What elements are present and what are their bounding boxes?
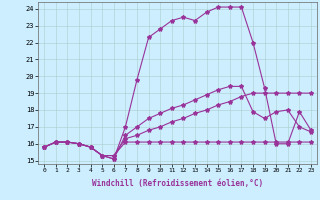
X-axis label: Windchill (Refroidissement éolien,°C): Windchill (Refroidissement éolien,°C) <box>92 179 263 188</box>
